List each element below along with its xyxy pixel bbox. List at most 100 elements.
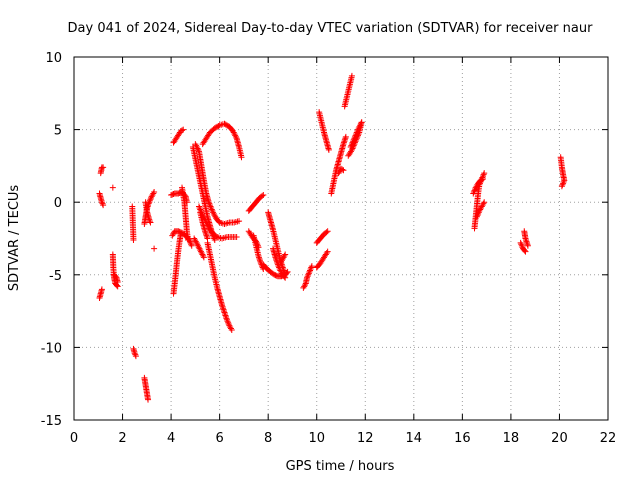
data-point: [99, 200, 106, 207]
data-point: [236, 218, 243, 225]
data-point: [192, 141, 199, 148]
data-point: [209, 207, 216, 214]
data-point: [307, 265, 314, 272]
data-point: [132, 351, 139, 358]
series-arc-23: [204, 239, 235, 333]
data-point: [193, 144, 200, 151]
data-point: [518, 241, 525, 248]
data-point: [478, 176, 485, 183]
axis-ticks: [73, 56, 609, 421]
series-arc-16: [170, 126, 187, 146]
data-point: [470, 190, 477, 197]
data-point: [195, 244, 202, 251]
data-point: [206, 200, 213, 207]
data-point: [208, 205, 215, 212]
data-point: [212, 233, 219, 240]
series-arc-20: [192, 141, 243, 227]
data-point: [225, 321, 232, 328]
series-arc-12: [151, 245, 158, 252]
x-tick-labels: 0 2 4 6 8 10 12 14 16 18 20 22: [70, 431, 616, 446]
data-point: [305, 270, 312, 277]
data-point: [307, 267, 314, 274]
data-point: [276, 264, 283, 271]
series-arc-17: [179, 184, 192, 243]
data-point: [207, 203, 214, 210]
x-tick-label: 10: [308, 431, 325, 446]
data-point: [521, 247, 528, 254]
data-point: [232, 132, 239, 139]
data-point: [340, 167, 347, 174]
data-point: [304, 273, 311, 280]
data-point: [348, 141, 355, 148]
data-point: [276, 265, 283, 272]
series-arc-08: [130, 345, 139, 360]
data-point: [109, 184, 116, 191]
data-point: [471, 187, 478, 194]
data-point: [480, 171, 487, 178]
series-arc-18: [191, 235, 207, 261]
data-point: [480, 200, 487, 207]
data-point: [146, 197, 153, 204]
series-arc-24: [197, 209, 211, 242]
y-tick-labels: 10 5 0 -5 -10 -15: [41, 51, 62, 429]
data-point: [193, 142, 200, 149]
data-point: [100, 164, 107, 171]
data-point: [210, 209, 217, 216]
data-point: [323, 250, 330, 257]
data-point: [324, 228, 331, 235]
data-point: [148, 194, 155, 201]
data-point: [356, 123, 363, 130]
data-point: [524, 242, 531, 249]
data-points: [96, 72, 568, 403]
data-point: [350, 138, 357, 145]
data-point: [358, 119, 365, 126]
data-point: [188, 242, 195, 249]
series-arc-22: [196, 203, 240, 242]
x-tick-label: 8: [264, 431, 272, 446]
series-arc-38: [341, 72, 355, 110]
data-point: [472, 186, 479, 193]
data-point: [560, 178, 567, 185]
data-point: [325, 146, 332, 153]
data-point: [238, 154, 245, 161]
data-point: [353, 129, 360, 136]
data-point: [230, 129, 237, 136]
data-point: [281, 252, 288, 259]
data-point: [194, 145, 201, 152]
plot-frame: [73, 56, 609, 421]
series-arc-04: [109, 251, 121, 290]
data-point: [305, 271, 312, 278]
data-point: [324, 248, 331, 255]
y-tick-label: 5: [54, 124, 62, 139]
data-point: [348, 146, 355, 153]
data-point: [518, 242, 525, 249]
x-tick-label: 4: [167, 431, 175, 446]
data-point: [151, 245, 158, 252]
data-point: [197, 247, 204, 254]
data-point: [196, 205, 203, 212]
data-point: [198, 250, 205, 257]
data-point: [475, 209, 482, 216]
data-point: [195, 242, 202, 249]
data-point: [195, 146, 202, 153]
series-arc-31: [277, 251, 289, 267]
data-point: [558, 183, 565, 190]
data-point: [197, 248, 204, 255]
y-tick-label: 10: [45, 51, 62, 66]
y-tick-label: -15: [41, 414, 62, 429]
x-tick-label: 22: [600, 431, 617, 446]
data-point: [205, 199, 212, 206]
data-point: [146, 218, 153, 225]
x-tick-label: 12: [357, 431, 374, 446]
data-point: [179, 127, 186, 134]
data-point: [200, 252, 207, 259]
data-point: [560, 180, 567, 187]
data-point: [206, 202, 213, 209]
data-point: [522, 248, 529, 255]
data-point: [200, 254, 207, 261]
data-point: [473, 213, 480, 220]
data-point: [228, 326, 235, 333]
data-point: [223, 316, 230, 323]
data-point: [229, 128, 236, 135]
data-point: [354, 128, 361, 135]
